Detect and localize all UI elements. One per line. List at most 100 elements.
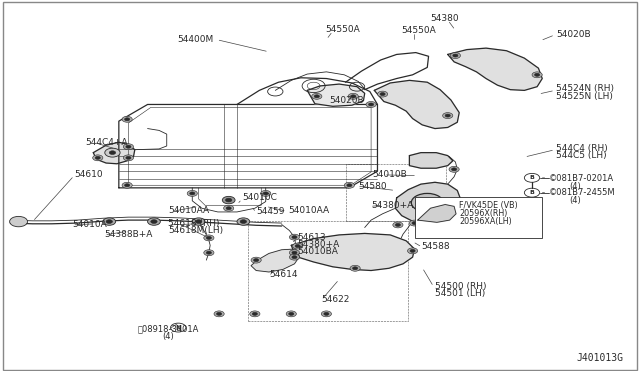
Circle shape — [321, 311, 332, 317]
Circle shape — [204, 235, 214, 241]
Circle shape — [122, 182, 132, 188]
Circle shape — [353, 267, 358, 270]
Circle shape — [237, 218, 250, 225]
Polygon shape — [251, 249, 300, 272]
Circle shape — [393, 222, 403, 228]
Circle shape — [289, 234, 300, 240]
Text: 54610: 54610 — [74, 170, 103, 179]
Text: 54550A: 54550A — [325, 25, 360, 34]
Text: 54400M: 54400M — [177, 35, 214, 44]
Text: 54020B: 54020B — [556, 30, 591, 39]
Circle shape — [126, 145, 131, 148]
Circle shape — [222, 196, 235, 204]
Text: 54010B: 54010B — [372, 170, 407, 179]
Circle shape — [350, 265, 360, 271]
Circle shape — [453, 54, 458, 57]
Circle shape — [148, 218, 161, 225]
Text: 54380: 54380 — [430, 14, 459, 23]
Text: 54459: 54459 — [256, 207, 285, 216]
Text: 54614: 54614 — [269, 270, 298, 279]
Polygon shape — [93, 142, 135, 164]
Circle shape — [240, 220, 246, 224]
Circle shape — [253, 259, 259, 262]
Circle shape — [206, 251, 211, 254]
Text: 544C4+A: 544C4+A — [85, 138, 127, 147]
Circle shape — [187, 190, 197, 196]
Circle shape — [344, 182, 355, 188]
Bar — [248, 221, 408, 321]
Circle shape — [396, 224, 401, 227]
Text: 54525N (LH): 54525N (LH) — [556, 92, 613, 101]
Circle shape — [125, 184, 130, 187]
Text: 54618 (RH): 54618 (RH) — [168, 219, 220, 228]
Circle shape — [295, 244, 300, 247]
Text: (4): (4) — [569, 196, 581, 205]
Circle shape — [314, 95, 319, 98]
Text: F/VK45DE (VB): F/VK45DE (VB) — [460, 201, 518, 210]
Circle shape — [214, 311, 224, 317]
Text: ©081B7-0201A: ©081B7-0201A — [548, 174, 614, 183]
Circle shape — [206, 236, 211, 239]
Circle shape — [192, 218, 205, 225]
Circle shape — [225, 198, 232, 202]
Polygon shape — [374, 80, 460, 129]
Text: 54618M(LH): 54618M(LH) — [168, 226, 223, 235]
Circle shape — [292, 235, 297, 238]
Polygon shape — [418, 205, 456, 222]
Text: 54524N (RH): 54524N (RH) — [556, 84, 614, 93]
Text: 54010C: 54010C — [242, 193, 277, 202]
Circle shape — [122, 116, 132, 122]
Text: 54010AA: 54010AA — [288, 206, 329, 215]
Text: ⓝ08918-3401A: ⓝ08918-3401A — [138, 324, 198, 333]
Circle shape — [126, 156, 131, 159]
Circle shape — [250, 311, 260, 317]
Circle shape — [324, 312, 329, 315]
Text: 544C5 (LH): 544C5 (LH) — [556, 151, 607, 160]
Circle shape — [195, 220, 202, 224]
Circle shape — [10, 217, 28, 227]
Circle shape — [445, 114, 451, 117]
Circle shape — [424, 201, 431, 205]
Circle shape — [292, 243, 303, 249]
Circle shape — [443, 113, 453, 119]
Text: 54613: 54613 — [298, 232, 326, 242]
Circle shape — [351, 95, 356, 98]
Text: 54020B: 54020B — [330, 96, 364, 105]
Polygon shape — [291, 234, 415, 270]
Text: B: B — [529, 175, 534, 180]
Circle shape — [380, 93, 385, 96]
Text: 544C4 (RH): 544C4 (RH) — [556, 144, 608, 153]
Circle shape — [95, 156, 100, 159]
Text: 54380+A: 54380+A — [298, 240, 340, 249]
Circle shape — [289, 250, 300, 256]
Circle shape — [534, 73, 540, 76]
Circle shape — [451, 52, 461, 58]
Circle shape — [449, 166, 460, 172]
Circle shape — [223, 205, 234, 211]
Polygon shape — [410, 153, 453, 168]
Text: 54622: 54622 — [321, 295, 349, 304]
Text: 54010AA: 54010AA — [168, 206, 209, 215]
Circle shape — [124, 155, 134, 161]
Circle shape — [289, 254, 300, 260]
Circle shape — [189, 192, 195, 195]
Circle shape — [410, 220, 420, 226]
Polygon shape — [307, 84, 365, 106]
Text: 54010BA: 54010BA — [298, 247, 339, 256]
Text: (4): (4) — [569, 182, 581, 190]
Text: 54380+A: 54380+A — [371, 201, 413, 210]
Circle shape — [286, 311, 296, 317]
Circle shape — [408, 248, 418, 254]
Circle shape — [103, 218, 116, 225]
Bar — [415, 197, 542, 238]
Text: 54010A: 54010A — [72, 221, 107, 230]
Circle shape — [369, 103, 374, 106]
Circle shape — [124, 144, 134, 150]
Circle shape — [151, 220, 157, 224]
Circle shape — [93, 155, 103, 161]
Circle shape — [226, 207, 231, 210]
Circle shape — [452, 168, 457, 171]
Text: N: N — [175, 325, 181, 331]
Circle shape — [292, 256, 297, 259]
Circle shape — [105, 148, 120, 157]
